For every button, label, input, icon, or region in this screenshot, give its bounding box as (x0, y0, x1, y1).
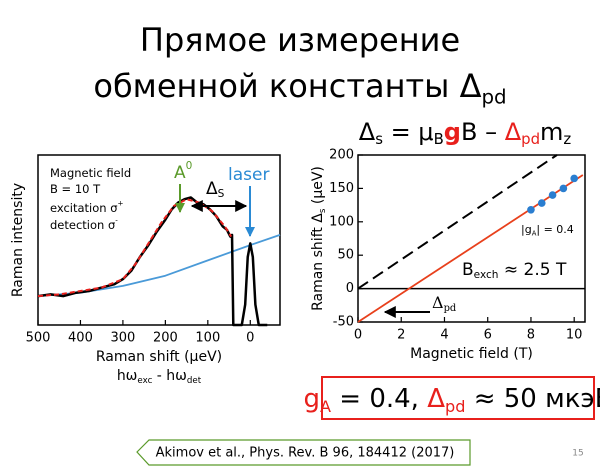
text-part: Raman shift Δ (310, 213, 326, 311)
text-part: Δ (432, 293, 444, 312)
x-tick-label: 6 (484, 328, 492, 343)
x-axis-label: Raman shift (μeV) (96, 349, 222, 365)
y-tick-label: -50 (333, 315, 354, 330)
text-part: exch (474, 269, 499, 281)
x-tick-label: 300 (110, 331, 135, 346)
annotation: A0 (174, 160, 192, 183)
text-part: ≈ 2.5 T (498, 260, 566, 280)
text-part: m (540, 118, 563, 146)
annotation: |gA| = 0.4 (521, 223, 574, 237)
data-point (559, 184, 568, 193)
text-part: g (303, 384, 320, 414)
text-part: обменной константы Δ (93, 67, 481, 105)
x-tick-label: 100 (195, 331, 220, 346)
x-axis-label: Magnetic field (T) (410, 346, 533, 362)
text-part: 0 (186, 160, 193, 172)
x-axis-label: hωexc - hωdet (117, 368, 202, 386)
text-part: A (532, 229, 537, 237)
y-axis-label: Raman intensity (10, 183, 26, 297)
text-part: S (218, 188, 225, 200)
y-tick-label: 200 (329, 148, 354, 163)
text-part: Δ (505, 118, 522, 146)
data-point (570, 174, 578, 183)
x-tick-label: 8 (527, 328, 535, 343)
annotation: Bexch ≈ 2.5 T (462, 260, 567, 281)
text-part: excitation σ (50, 201, 118, 215)
text-part: det (187, 376, 202, 386)
text-part: A (174, 163, 186, 183)
text-part: = μ (383, 118, 434, 146)
annotation: B = 10 T (50, 182, 101, 196)
x-tick-label: 2 (397, 328, 405, 343)
annotation: ΔS (206, 179, 225, 200)
result: gA = 0.4, Δpd ≈ 50 мкэВ (303, 384, 600, 416)
data-line (357, 154, 558, 290)
text-part: | = 0.4 (536, 223, 573, 236)
text-part: hω (117, 368, 138, 384)
text-part: Δ (427, 384, 445, 414)
text-part: - hω (152, 368, 187, 384)
x-tick-label: 0 (354, 328, 362, 343)
x-tick-label: 200 (153, 331, 178, 346)
text-part: = 0.4, (331, 384, 427, 414)
data-line (37, 234, 281, 297)
x-tick-label: 400 (68, 331, 93, 346)
result-box (321, 376, 595, 420)
plot-frame (37, 154, 281, 326)
text-part: Magnetic field (50, 166, 131, 180)
slide-title: обменной константы Δpd (93, 67, 506, 108)
text-part: Прямое измерение (140, 21, 460, 59)
text-part: pd (521, 130, 540, 148)
text-part: + (118, 198, 124, 207)
y-tick-label: 100 (329, 214, 354, 229)
text-part: z (563, 130, 571, 148)
x-tick-label: 4 (440, 328, 448, 343)
text-part: detection σ (50, 218, 115, 232)
text-part: exc (137, 376, 152, 386)
x-tick-label: 10 (566, 328, 583, 343)
annotation: excitation σ+ (50, 198, 124, 214)
text-part: s (375, 130, 383, 148)
y-tick-label: 0 (346, 281, 354, 296)
y-tick-label: 150 (329, 181, 354, 196)
text-part: s (318, 208, 328, 213)
annotation: detection σ- (50, 215, 118, 231)
text-part: pd (445, 396, 465, 415)
annotation: laser (228, 165, 269, 185)
formula: Δs = μBgB – Δpdmz (359, 118, 572, 148)
text-part: B = 10 T (50, 182, 101, 196)
x-tick-label: 0 (246, 331, 254, 346)
text-part: - (115, 215, 118, 224)
text-part: B (434, 130, 444, 148)
citation-box (136, 439, 471, 466)
annotation: Magnetic field (50, 166, 131, 180)
text-part: Δ (359, 118, 376, 146)
text-part: pd (481, 85, 506, 108)
text-part: B – (461, 118, 505, 146)
plot-frame (357, 154, 586, 323)
data-point (527, 205, 535, 214)
text-part: laser (228, 165, 269, 185)
text-part: |g (521, 223, 532, 236)
text-part: (μeV) (310, 166, 326, 208)
data-point (537, 199, 546, 207)
text-part: A (320, 396, 331, 415)
annotation: Δpd (432, 293, 457, 314)
x-tick-label: 500 (26, 331, 51, 346)
citation: Akimov et al., Phys. Rev. B 96, 184412 (… (156, 446, 455, 461)
text-part: B (462, 260, 474, 280)
y-axis-label: Raman shift Δs (μeV) (310, 166, 328, 311)
text-part: Δ (206, 179, 218, 199)
text-part: pd (444, 302, 457, 313)
data-line (357, 174, 584, 323)
page-number: 15 (572, 449, 583, 459)
y-tick-label: 50 (337, 248, 354, 263)
slide-title: Прямое измерение (140, 21, 460, 59)
text-part: g (444, 118, 461, 146)
text-part: ≈ 50 мкэВ (465, 384, 600, 414)
data-point (548, 191, 557, 199)
